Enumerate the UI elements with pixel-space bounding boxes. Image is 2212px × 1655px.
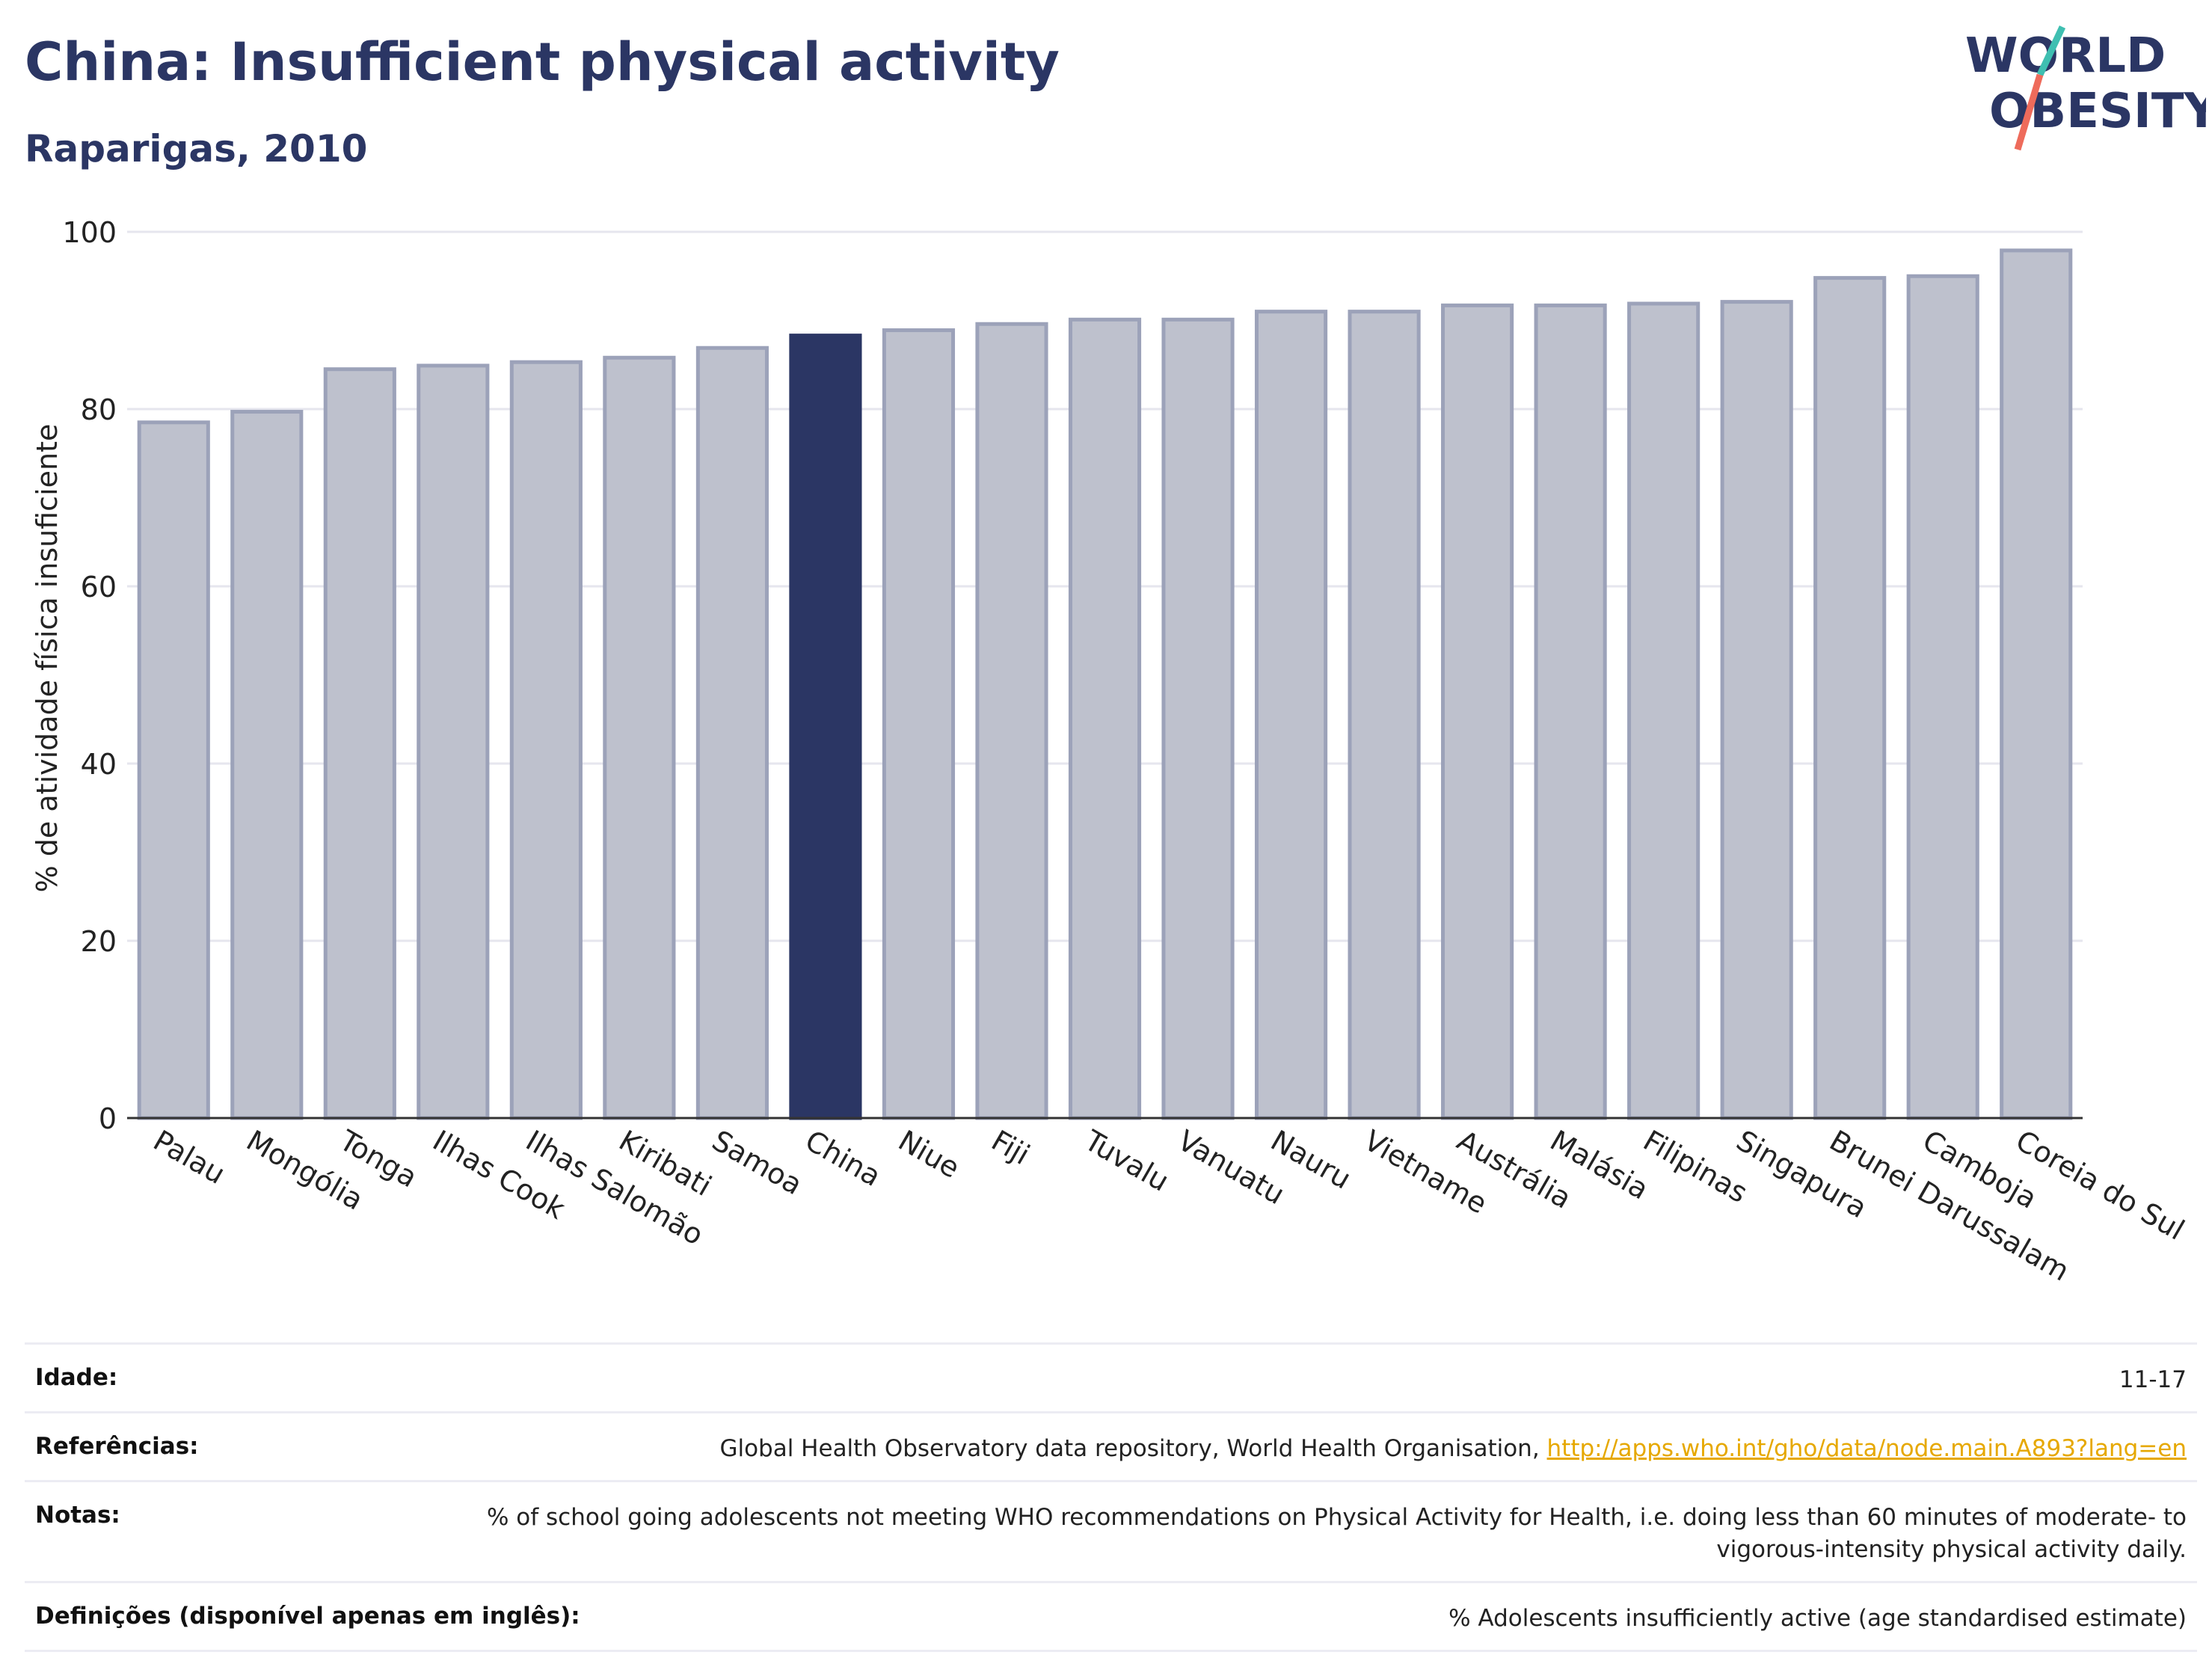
bar-samoa[interactable] [695,346,769,1120]
definitions-label: Definições (disponível apenas em inglês)… [35,1603,580,1630]
bar-vanuatu[interactable] [1161,317,1235,1120]
bar-fiji[interactable] [975,322,1048,1120]
meta-row-age: Idade: 11-17 [25,1342,2197,1411]
y-axis-label: % de atividade física insuficiente [31,424,64,893]
x-tick-label: Palau [148,1124,231,1191]
bar-nauru[interactable] [1254,310,1328,1120]
x-tick-label: Samoa [707,1124,808,1202]
y-tick-label: 80 [81,393,117,426]
chart-title: China: Insufficient physical activity [25,31,1060,93]
bar-ilhas-cook[interactable] [417,363,490,1120]
bar-singapura[interactable] [1720,300,1793,1120]
bar-mongólia[interactable] [230,410,304,1120]
world-obesity-logo: WORLD OBESITY [1965,25,2206,151]
logo-teal-stroke [2036,25,2066,76]
meta-row-notes: Notas: % of school going adolescents not… [25,1480,2197,1581]
bar-tonga[interactable] [323,367,396,1120]
bar-niue[interactable] [882,328,956,1120]
bar-kiribati[interactable] [603,355,676,1120]
logo-text-world: WORLD [1965,28,2166,84]
bar-austrália[interactable] [1441,303,1514,1120]
x-tick-label: Filipinas [1638,1124,1753,1209]
bar-china[interactable] [789,334,862,1120]
y-tick-labels: 0 20 40 60 80 100 [62,216,117,1135]
bar-coreia-do-sul[interactable] [2000,248,2073,1120]
x-tick-label: China [799,1124,886,1193]
bar-vietname[interactable] [1348,310,1421,1120]
meta-row-references: Referências: Global Health Observatory d… [25,1411,2197,1480]
y-tick-label: 100 [62,216,117,249]
bar-ilhas-salomão[interactable] [509,360,583,1120]
bar-filipinas[interactable] [1627,301,1701,1120]
x-tick-label: Niue [893,1124,965,1185]
age-value: 11-17 [2119,1366,2187,1393]
logo-coral-stroke [2014,73,2044,151]
references-link[interactable]: http://apps.who.int/gho/data/node.main.A… [1546,1435,2187,1462]
y-tick-label: 40 [81,748,117,781]
y-tick-label: 0 [99,1102,117,1135]
references-label: Referências: [35,1433,199,1460]
y-tick-label: 20 [81,925,117,958]
chart-subtitle: Raparigas, 2010 [25,127,368,171]
bar-tuvalu[interactable] [1068,317,1142,1120]
age-label: Idade: [35,1364,118,1391]
y-tick-label: 60 [81,571,117,604]
bar-camboja[interactable] [1906,274,1979,1120]
references-text: Global Health Observatory data repositor… [719,1435,1547,1462]
x-tick-label: Vanuatu [1173,1124,1291,1211]
bar-brunei-darussalam[interactable] [1813,276,1887,1120]
metadata-table: Idade: 11-17 Referências: Global Health … [25,1342,2197,1652]
meta-row-definitions: Definições (disponível apenas em inglês)… [25,1581,2197,1652]
definitions-value: % Adolescents insufficiently active (age… [1448,1605,2187,1632]
references-value: Global Health Observatory data repositor… [229,1433,2187,1465]
x-tick-label: Fiji [986,1124,1035,1171]
bar-palau[interactable] [137,420,210,1120]
bars [137,248,2073,1120]
notes-label: Notas: [35,1502,120,1529]
x-tick-label: Tuvalu [1078,1123,1174,1198]
notes-value: % of school going adolescents not meetin… [486,1504,2187,1563]
bar-malásia[interactable] [1534,303,1607,1120]
